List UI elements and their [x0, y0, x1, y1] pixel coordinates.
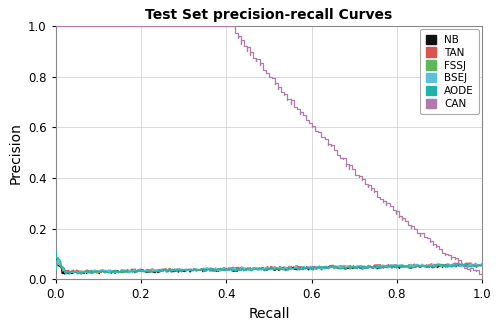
Title: Test Set precision-recall Curves: Test Set precision-recall Curves: [146, 8, 392, 22]
X-axis label: Recall: Recall: [248, 307, 290, 321]
Y-axis label: Precision: Precision: [8, 122, 22, 184]
Legend: NB, TAN, FSSJ, BSEJ, AODE, CAN: NB, TAN, FSSJ, BSEJ, AODE, CAN: [420, 29, 479, 114]
